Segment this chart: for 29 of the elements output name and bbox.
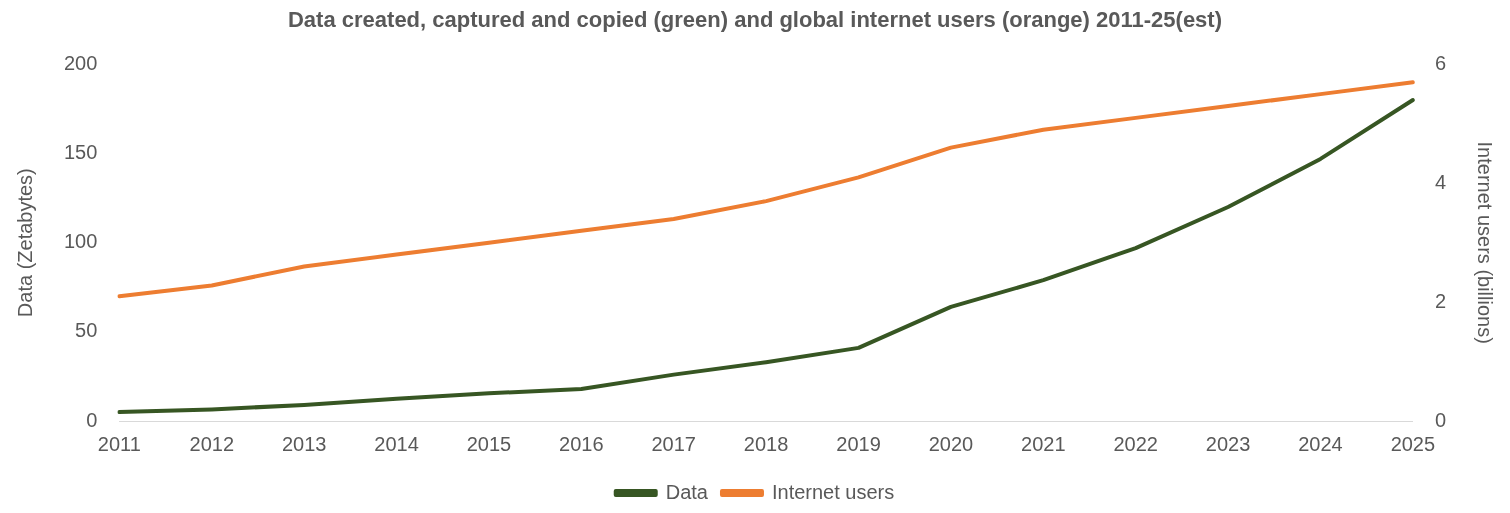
x-tick-label: 2018 [743,432,789,455]
x-tick-label: 2022 [1113,432,1158,455]
y-tick-label: 0 [86,408,98,431]
legend-label: Internet users [771,480,895,503]
y-tick-label: 50 [75,319,98,342]
x-tick-label: 2016 [559,432,604,455]
x-tick-label: 2012 [189,432,235,455]
x-tick-label: 2013 [281,432,327,455]
y2-tick-label: 4 [1434,170,1446,193]
x-tick-label: 2021 [1021,432,1066,455]
y2-tick-label: 2 [1434,289,1446,312]
y2-axis-title: Internet users (billions) [1474,141,1497,344]
x-tick-label: 2017 [651,432,696,455]
chart-title: Data created, captured and copied (green) and global internet users (orange) 2011-25(est) [287,7,1223,33]
x-tick-label: 2014 [374,432,419,455]
y-tick-label: 150 [63,141,98,164]
x-tick-label: 2011 [97,432,141,455]
legend-label: Data [665,480,709,503]
y-tick-label: 100 [63,230,98,253]
y2-tick-label: 6 [1434,51,1446,74]
x-tick-label: 2020 [928,432,974,455]
y-tick-label: 200 [63,51,98,74]
x-tick-label: 2015 [466,432,512,455]
x-tick-label: 2019 [836,432,881,455]
x-tick-label: 2023 [1205,432,1251,455]
y-axis-title: Data (Zetabytes) [13,168,36,318]
y2-tick-label: 0 [1434,408,1446,431]
x-tick-label: 2025 [1390,432,1436,455]
x-tick-label: 2024 [1298,432,1343,455]
